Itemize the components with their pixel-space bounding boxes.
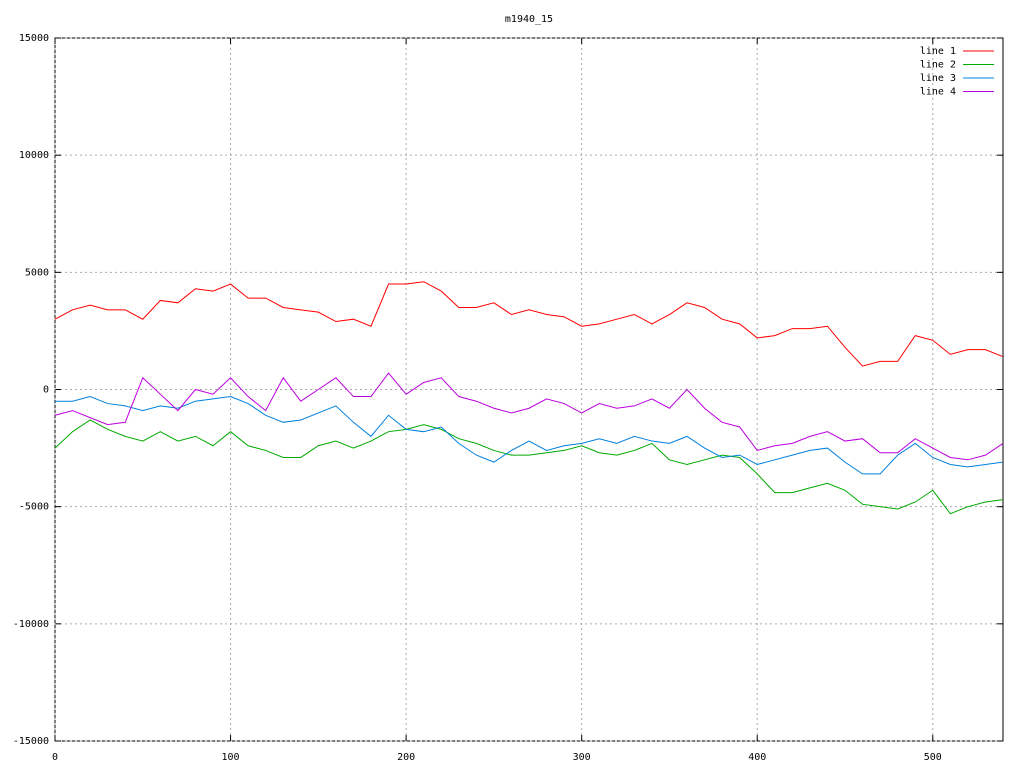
y-tick-label: 15000 — [19, 33, 49, 44]
y-tick-label: -5000 — [19, 502, 49, 513]
data-line — [55, 396, 1004, 475]
x-tick-label: 200 — [397, 752, 415, 763]
x-tick-label: 300 — [573, 752, 591, 763]
y-tick-label: 0 — [43, 385, 49, 396]
data-line — [54, 281, 1004, 367]
data-line — [54, 372, 1004, 461]
y-tick-label: 5000 — [25, 267, 49, 278]
x-tick-label: 100 — [222, 752, 240, 763]
legend-label: line 4 — [920, 87, 956, 98]
y-tick-label: 10000 — [19, 150, 49, 161]
y-tick-label: -10000 — [13, 619, 49, 630]
x-tick-label: 0 — [52, 752, 58, 763]
chart-title: m1940_15 — [505, 14, 553, 25]
legend-label: line 1 — [920, 46, 956, 57]
y-tick-label: -15000 — [13, 736, 49, 747]
legend-label: line 2 — [920, 60, 956, 71]
x-tick-label: 400 — [748, 752, 766, 763]
x-tick-label: 500 — [924, 752, 942, 763]
legend-label: line 3 — [920, 73, 956, 84]
data-line — [54, 419, 1004, 515]
